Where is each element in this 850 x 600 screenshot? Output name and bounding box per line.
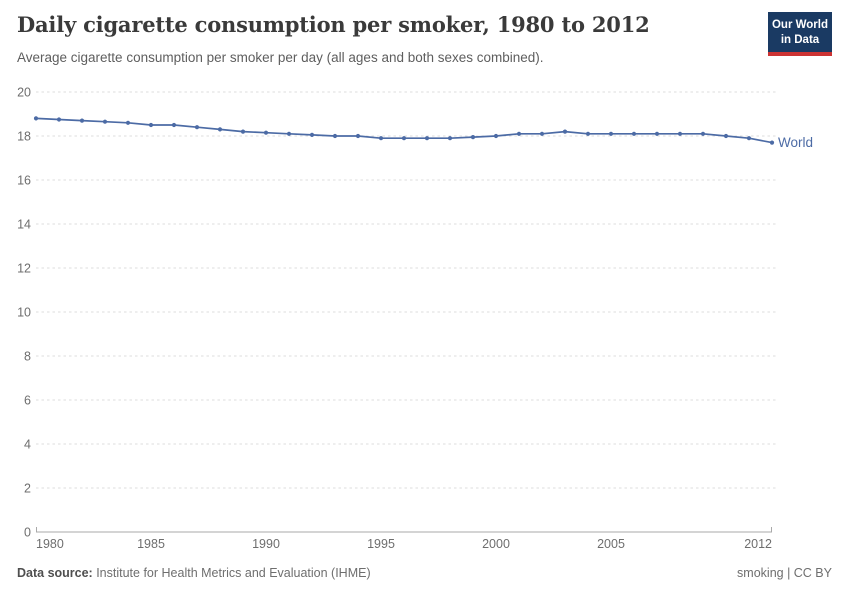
data-point[interactable] — [217, 127, 223, 132]
x-tick-label: 1995 — [367, 537, 395, 551]
data-point[interactable] — [516, 131, 522, 136]
page-title: Daily cigarette consumption per smoker, … — [17, 12, 650, 37]
data-point[interactable] — [332, 133, 338, 139]
y-tick-label: 18 — [17, 130, 31, 144]
chart-subtitle: Average cigarette consumption per smoker… — [17, 50, 544, 65]
data-point[interactable] — [677, 131, 683, 136]
x-tick-label: 2012 — [744, 537, 772, 551]
data-point[interactable] — [424, 136, 430, 141]
y-tick-label: 12 — [17, 262, 31, 276]
data-point[interactable] — [33, 116, 39, 121]
data-point[interactable] — [769, 140, 775, 145]
line-chart[interactable]: 0 2 4 6 8 10 12 14 16 18 20 1980 1985 1990 1995 2000 200… — [0, 85, 850, 560]
data-point[interactable] — [286, 131, 292, 136]
x-tick-label: 2005 — [597, 537, 625, 551]
data-point[interactable] — [631, 131, 637, 136]
data-point[interactable] — [401, 136, 407, 141]
data-source-value: Institute for Health Metrics and Evaluat… — [92, 566, 371, 580]
data-point[interactable] — [171, 122, 177, 128]
owid-logo[interactable]: Our World in Data — [768, 12, 832, 57]
data-point[interactable] — [355, 133, 361, 139]
data-point[interactable] — [654, 131, 660, 136]
x-tick-label: 2000 — [482, 537, 510, 551]
data-point[interactable] — [240, 129, 246, 134]
data-point[interactable] — [378, 136, 384, 141]
y-tick-label: 20 — [17, 86, 31, 100]
x-tick-label: 1980 — [36, 537, 64, 551]
y-tick-label: 0 — [24, 526, 31, 540]
chart-footer: Data source: Institute for Health Metric… — [17, 566, 832, 580]
data-point[interactable] — [194, 125, 200, 130]
y-tick-label: 4 — [24, 438, 31, 452]
data-point[interactable] — [447, 136, 453, 141]
data-point[interactable] — [562, 129, 568, 134]
y-tick-label: 10 — [17, 306, 31, 320]
data-point[interactable] — [56, 117, 62, 122]
x-tick-label: 1985 — [137, 537, 165, 551]
series-end-label: World — [778, 135, 813, 150]
y-tick-label: 6 — [24, 394, 31, 408]
data-point[interactable] — [700, 131, 706, 136]
data-point[interactable] — [309, 132, 315, 137]
data-point[interactable] — [585, 131, 591, 136]
y-tick-label: 14 — [17, 218, 31, 232]
data-point[interactable] — [746, 136, 752, 141]
chart-area[interactable]: 0 2 4 6 8 10 12 14 16 18 20 1980 1985 1990 1995 2000 200… — [0, 85, 850, 560]
license-note[interactable]: smoking | CC BY — [737, 566, 832, 580]
owid-logo-line1: Our World — [771, 19, 828, 31]
data-point[interactable] — [79, 118, 85, 123]
data-point[interactable] — [539, 131, 545, 136]
y-tick-label: 2 — [24, 482, 31, 496]
data-source-note: Data source: Institute for Health Metric… — [17, 566, 371, 580]
data-point[interactable] — [102, 119, 108, 124]
data-point[interactable] — [723, 133, 729, 139]
data-point[interactable] — [608, 131, 614, 136]
owid-logo-line2: in Data — [780, 33, 820, 46]
data-point[interactable] — [263, 130, 269, 135]
y-tick-label: 16 — [17, 174, 31, 188]
data-point[interactable] — [470, 135, 476, 140]
data-point[interactable] — [125, 120, 131, 125]
x-tick-label: 1990 — [252, 537, 280, 551]
data-point[interactable] — [148, 122, 154, 128]
data-point[interactable] — [493, 133, 499, 139]
data-source-label: Data source: — [17, 566, 93, 580]
y-tick-label: 8 — [24, 350, 31, 364]
